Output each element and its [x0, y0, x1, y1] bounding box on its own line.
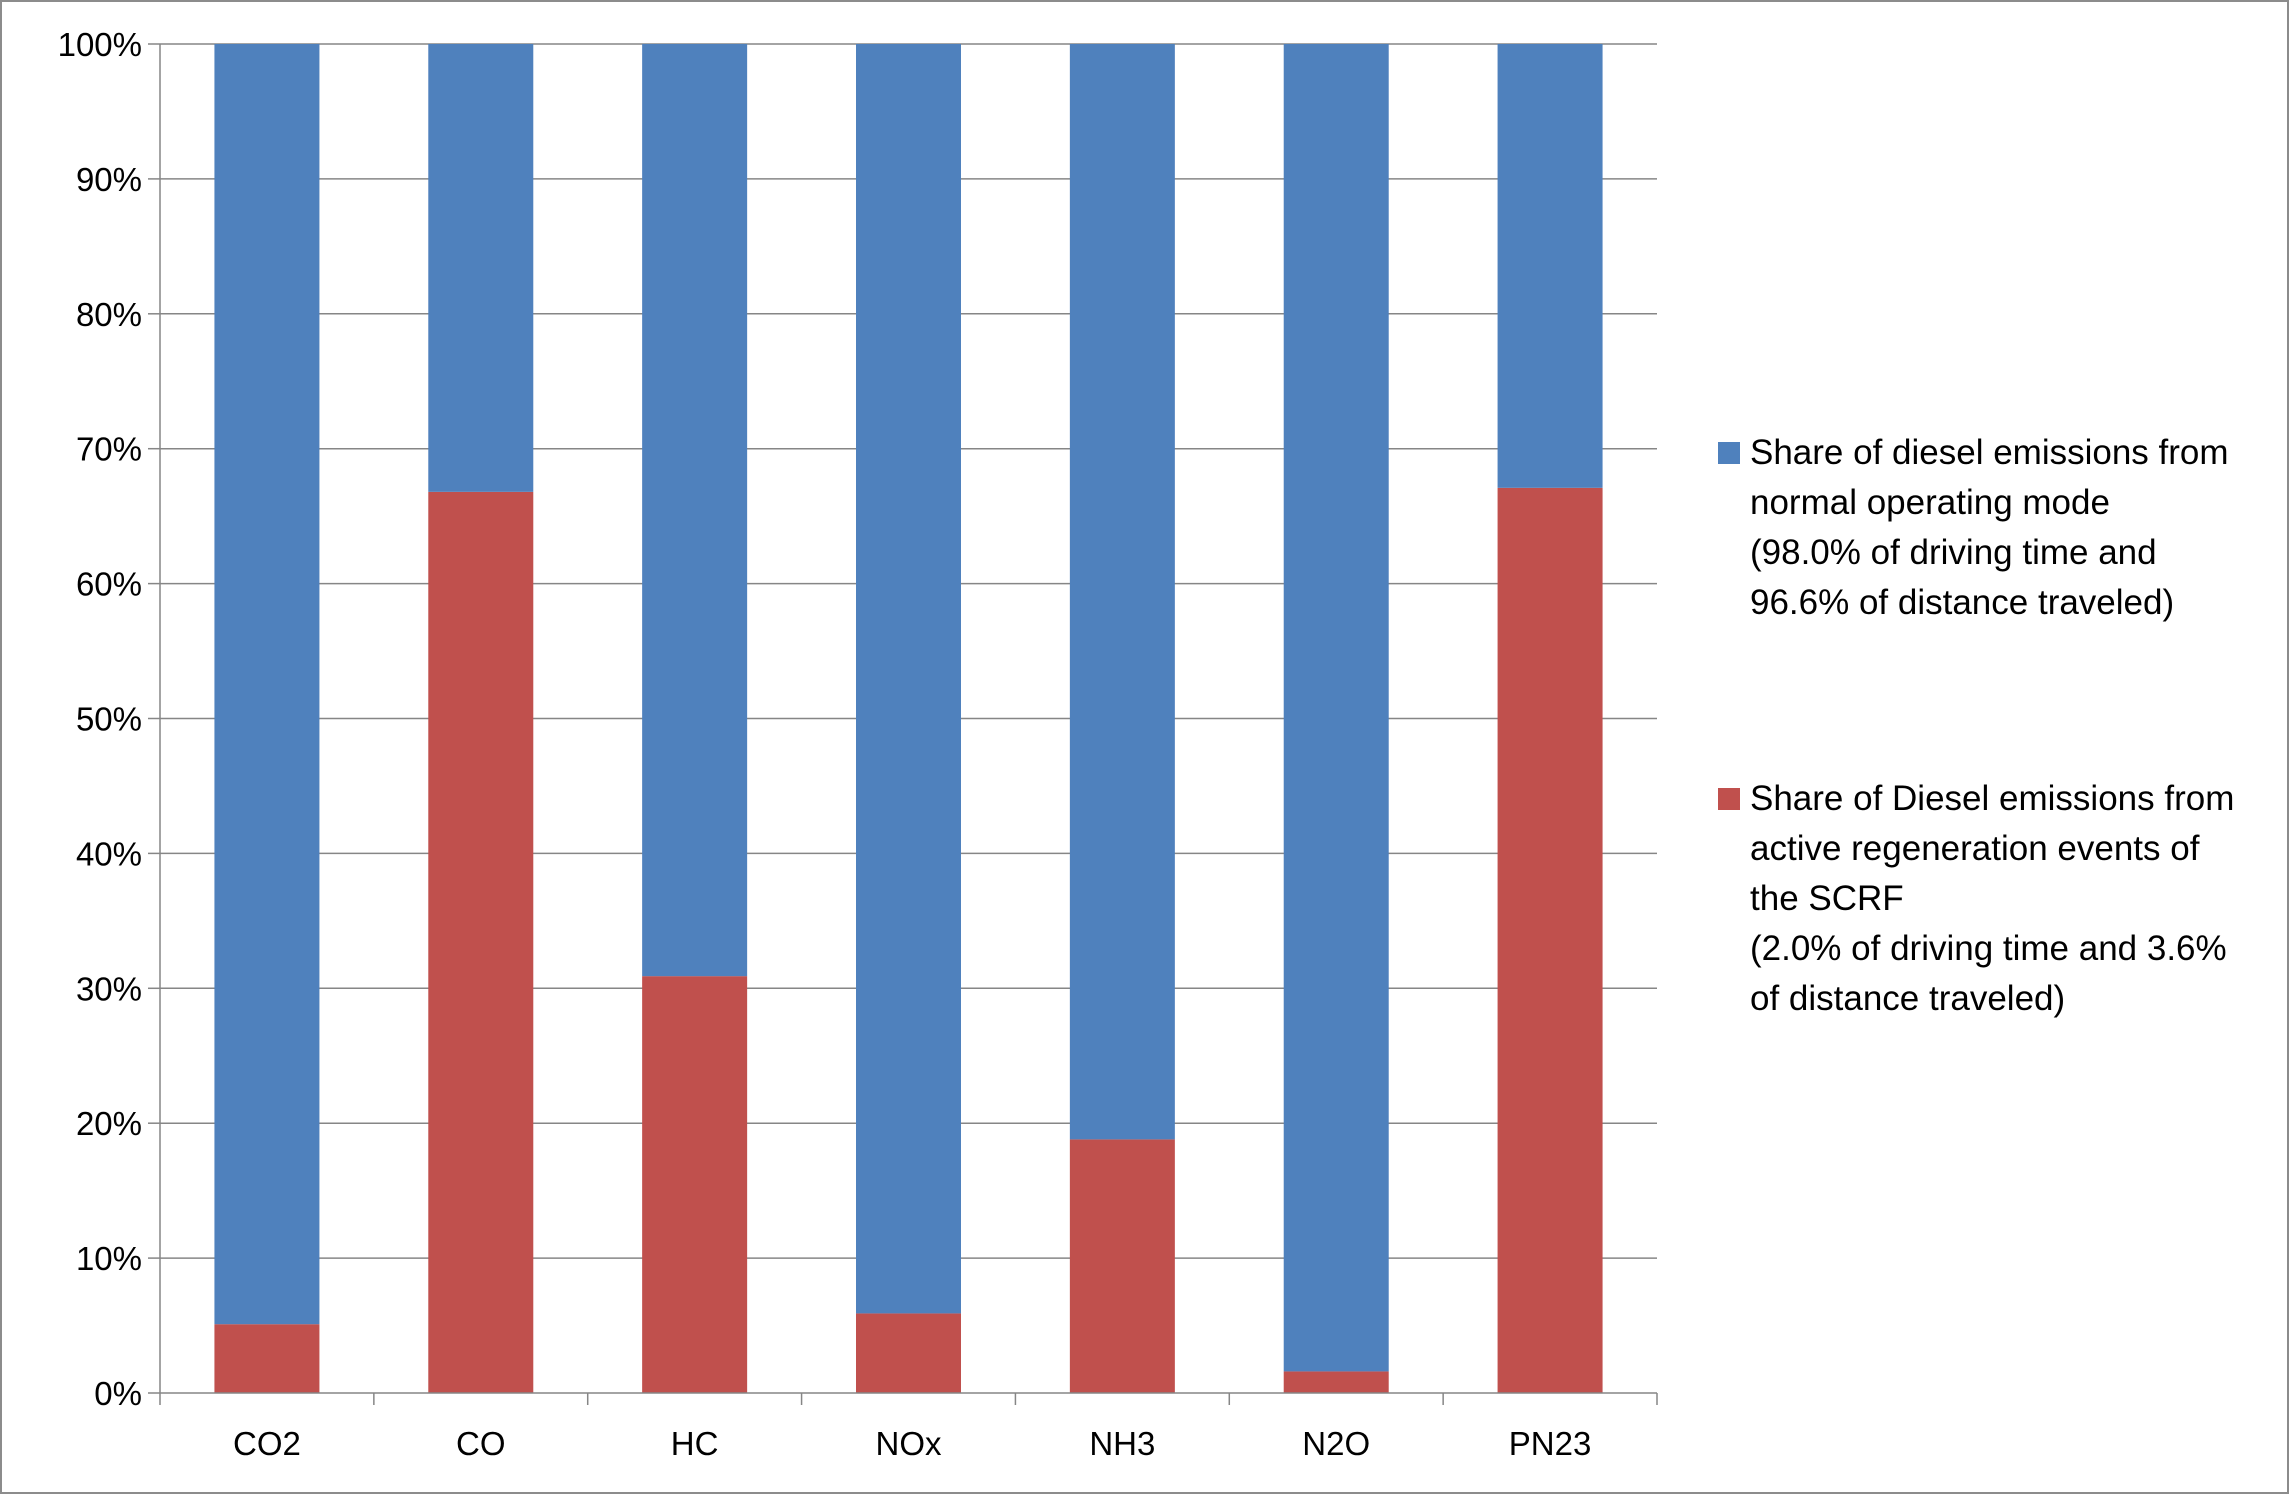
y-tick-label: 100% [58, 26, 142, 63]
legend-swatch-red [1718, 788, 1740, 810]
y-tick-label: 20% [76, 1105, 142, 1142]
x-tick-label: CO2 [233, 1425, 301, 1462]
bar-nh3-normal-mode [1069, 44, 1175, 1140]
legend-text-line: 96.6% of distance traveled) [1750, 583, 2175, 622]
legend-text-line: normal operating mode [1750, 483, 2110, 522]
x-tick-label: PN23 [1509, 1425, 1592, 1462]
y-tick-label: 0% [94, 1375, 142, 1412]
legend-swatch-blue [1718, 442, 1740, 464]
bar-co-normal-mode [428, 44, 534, 492]
bar-co2-normal-mode [214, 44, 320, 1325]
bar-n2o-normal-mode [1283, 44, 1389, 1372]
bar-nh3-regeneration [1069, 1139, 1175, 1393]
legend-text-line: (98.0% of driving time and [1750, 533, 2157, 572]
x-tick-label: N2O [1302, 1425, 1370, 1462]
y-tick-label: 80% [76, 296, 142, 333]
legend-label-normal-mode: Share of diesel emissions from normal ope… [1750, 428, 2280, 628]
legend-text-line: (2.0% of driving time and 3.6% [1750, 929, 2227, 968]
y-tick-label: 10% [76, 1240, 142, 1277]
bar-hc-normal-mode [642, 44, 748, 977]
x-tick-label: CO [456, 1425, 506, 1462]
legend-text-line: Share of diesel emissions from [1750, 433, 2229, 472]
y-tick-label: 60% [76, 566, 142, 603]
bar-pn23-normal-mode [1497, 44, 1603, 488]
legend-text-line: active regeneration events of [1750, 829, 2200, 868]
bar-nox-regeneration [856, 1313, 961, 1393]
legend-text-line: the SCRF [1750, 879, 1904, 918]
bar-co-regeneration [428, 491, 534, 1393]
y-tick-label: 50% [76, 701, 142, 738]
y-tick-label: 70% [76, 431, 142, 468]
x-tick-label: NH3 [1089, 1425, 1155, 1462]
x-tick-label: HC [671, 1425, 719, 1462]
bar-nox-normal-mode [856, 44, 961, 1314]
bar-co2-regeneration [214, 1324, 320, 1393]
legend-text-line: of distance traveled) [1750, 979, 2066, 1018]
y-tick-label: 90% [76, 161, 142, 198]
x-tick-label: NOx [876, 1425, 943, 1462]
y-tick-label: 30% [76, 970, 142, 1007]
bar-hc-regeneration [642, 976, 748, 1393]
bar-n2o-regeneration [1283, 1371, 1389, 1393]
legend-label-regeneration: Share of Diesel emissions from active reg… [1750, 774, 2280, 1024]
bar-pn23-regeneration [1497, 487, 1603, 1393]
tick-labels: 0% 10% 20% 30% 40% 50% 60% 70% 80% 90% 100% CO2 CO HC… [58, 26, 1592, 1462]
y-tick-label: 40% [76, 835, 142, 872]
bars [214, 44, 1603, 1393]
axes [148, 43, 1658, 1405]
legend-text-line: Share of Diesel emissions from [1750, 779, 2235, 818]
